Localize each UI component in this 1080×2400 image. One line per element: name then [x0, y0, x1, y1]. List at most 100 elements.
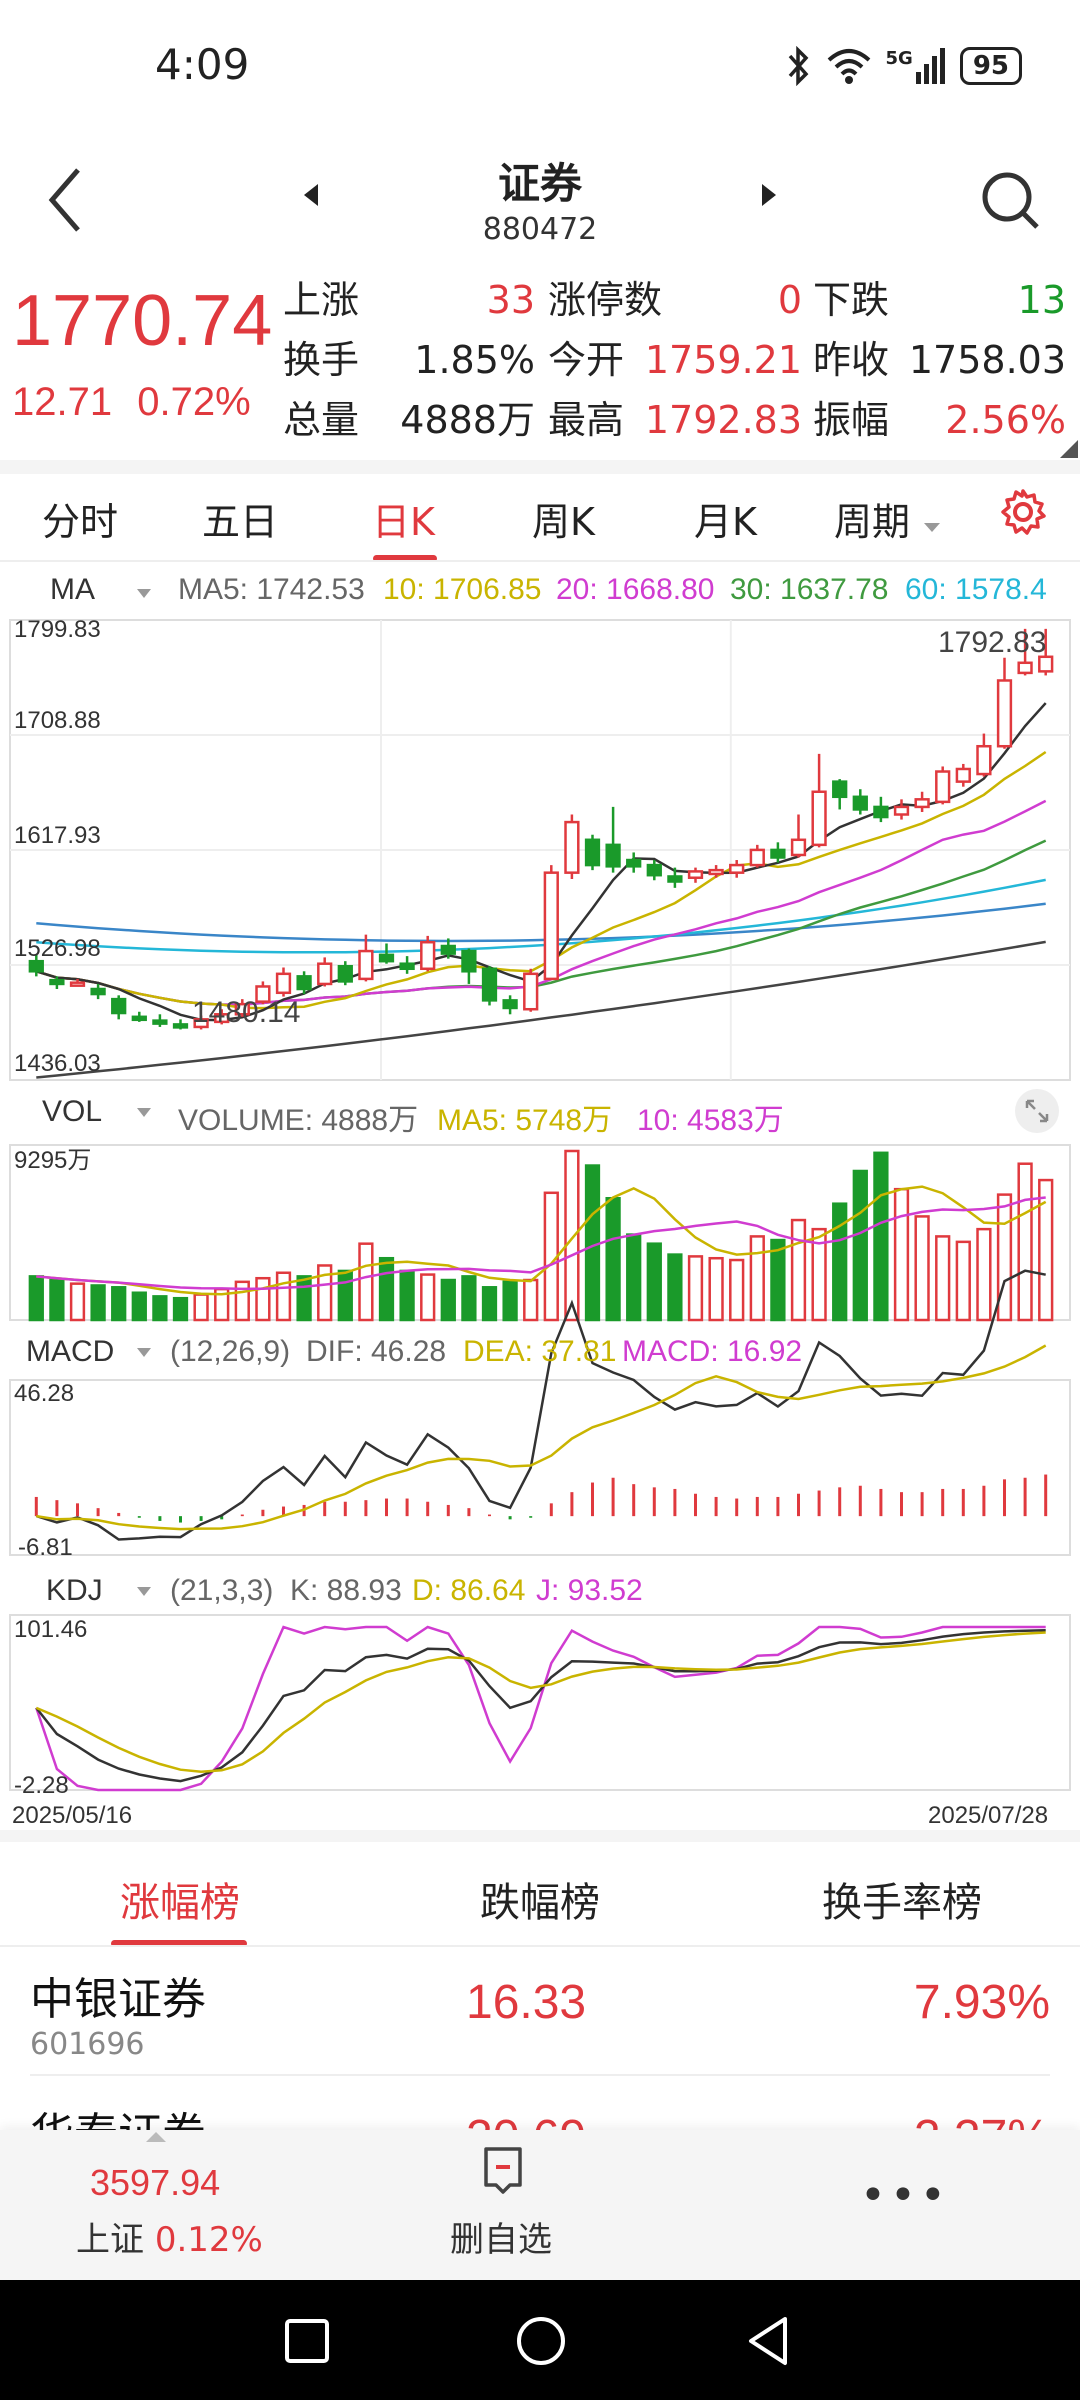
date-end: 2025/07/28 [928, 1802, 1049, 1829]
volume-bar [440, 1278, 456, 1322]
stat-label-fall: 下跌 [813, 278, 890, 322]
candle-body [502, 999, 518, 1010]
back-arrow-icon[interactable] [40, 160, 90, 240]
tab-top-losers[interactable]: 跌幅榜 [480, 1880, 600, 1926]
volume-bar [337, 1269, 353, 1322]
volume-axis-max: 9295万 [14, 1147, 92, 1174]
tab-top-gainers[interactable]: 涨幅榜 [120, 1880, 240, 1926]
prev-triangle-icon[interactable] [300, 180, 322, 210]
volume-bar [481, 1286, 498, 1322]
tab-weekly-k[interactable]: 周K [532, 500, 595, 544]
quote-panel: 1770.74 12.71 0.72% 上涨 33 涨停数 0 下跌 13 换手… [0, 270, 1080, 460]
tab-daily-k[interactable]: 日K [372, 500, 435, 544]
back-icon[interactable] [745, 2315, 793, 2367]
volume-bar [914, 1215, 930, 1322]
volume-ma5-line [36, 1185, 1047, 1296]
expand-corner-icon[interactable] [1060, 440, 1078, 458]
change-percent: 0.72% [137, 380, 251, 424]
tab-five-day[interactable]: 五日 [202, 500, 279, 544]
stat-value-rise: 33 [486, 278, 535, 322]
volume-bar [626, 1233, 642, 1322]
stat-label-volume: 总量 [283, 398, 360, 442]
candle-body [1017, 661, 1033, 675]
fullscreen-icon[interactable] [1012, 1088, 1062, 1134]
recent-apps-icon[interactable] [283, 2317, 331, 2365]
list-item[interactable]: 中银证券 601696 16.33 7.93% [30, 1955, 1050, 2075]
candlesticks [28, 628, 1054, 1030]
volume-bar [976, 1227, 992, 1322]
ma250-line [36, 940, 1046, 1079]
volume-bar [749, 1235, 765, 1322]
system-nav-bar [0, 2280, 1080, 2400]
macd-dif-line [35, 1269, 1046, 1541]
macd-dropdown-icon[interactable] [136, 1347, 152, 1359]
volume-bar [172, 1296, 189, 1322]
ma60-line [36, 878, 1046, 954]
vol-indicator-name[interactable]: VOL [42, 1095, 103, 1128]
stat-value-turnover: 1.85% [414, 338, 535, 382]
tab-intraday[interactable]: 分时 [42, 500, 119, 544]
stat-label-turnover: 换手 [283, 338, 360, 382]
index-name-row: 上证 0.12% [76, 2212, 263, 2261]
macd-indicator-name[interactable]: MACD [26, 1335, 115, 1368]
kdj-axis-min: -2.28 [14, 1772, 69, 1799]
macd-bars [34, 1269, 1048, 1541]
candle-body [914, 798, 930, 809]
kline-chart[interactable] [0, 610, 1080, 1830]
candle-body [172, 1023, 189, 1029]
stat-label-limit-up: 涨停数 [548, 278, 663, 322]
stat-label-amplitude: 振幅 [813, 398, 890, 442]
tab-period-label: 周期 [834, 500, 911, 544]
candle-body [729, 863, 745, 874]
bluetooth-icon [788, 46, 808, 86]
section-divider [0, 460, 1080, 474]
ma60-value: 60: 1578.4 [905, 573, 1047, 606]
candle-body [708, 868, 724, 876]
candle-body [358, 949, 374, 981]
ma-dropdown-icon[interactable] [136, 588, 152, 600]
volume-bar [687, 1255, 704, 1322]
volume-value: VOLUME: 4888万 [178, 1104, 419, 1137]
volume-bar [523, 1278, 539, 1322]
vol-dropdown-icon[interactable] [136, 1107, 152, 1119]
kdj-k-line [35, 1628, 1046, 1783]
search-icon[interactable] [975, 165, 1045, 235]
candle-body [955, 767, 971, 783]
candle-body [461, 949, 477, 973]
volume-bar [584, 1164, 601, 1322]
kdj-indicator-name[interactable]: KDJ [46, 1574, 103, 1607]
kdj-lines [35, 1625, 1046, 1792]
stat-value-high: 1792.83 [644, 398, 802, 442]
status-bar: 4:09 5G 95 [0, 0, 1080, 140]
candle-body [749, 848, 765, 867]
volume-bar [420, 1273, 436, 1322]
ma120-line [36, 902, 1046, 943]
volume-bar [275, 1271, 292, 1322]
more-icon[interactable]: ••• [860, 2170, 950, 2221]
kdj-dropdown-icon[interactable] [136, 1586, 152, 1598]
tab-monthly-k[interactable]: 月K [694, 500, 757, 544]
candle-body [111, 997, 127, 1015]
volume-ma10-line [36, 1196, 1046, 1291]
candle-body [275, 972, 292, 995]
ma-indicator-name[interactable]: MA [50, 573, 95, 606]
ma10-value: 10: 1706.85 [383, 573, 542, 606]
price-axis-min: 1436.03 [14, 1050, 101, 1077]
home-icon[interactable] [515, 2315, 567, 2367]
gear-icon[interactable] [998, 487, 1048, 537]
candle-body [69, 981, 86, 987]
volume-bar [378, 1256, 395, 1322]
next-triangle-icon[interactable] [758, 180, 780, 210]
volume-bar [811, 1227, 827, 1322]
vol-ma10-value: 10: 4583万 [637, 1104, 784, 1137]
volume-bar [255, 1276, 271, 1322]
candle-body [811, 790, 827, 847]
macd-params: (12,26,9) [170, 1335, 291, 1368]
expand-up-icon[interactable] [144, 2130, 168, 2144]
signal-icon [915, 48, 945, 84]
volume-bars [28, 1149, 1054, 1322]
volume-bar [111, 1286, 127, 1322]
tab-period[interactable]: 周期 [834, 491, 942, 546]
tab-turnover-rank[interactable]: 换手率榜 [822, 1880, 982, 1926]
kdj-axis-max: 101.46 [14, 1616, 88, 1643]
